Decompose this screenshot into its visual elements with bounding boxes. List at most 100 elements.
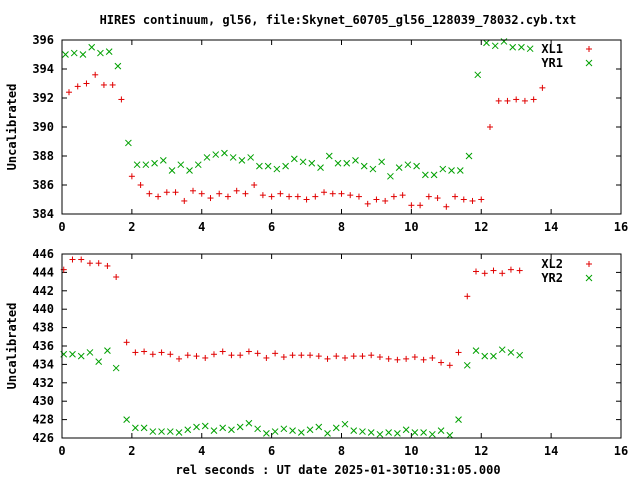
data-point-xl2	[333, 353, 340, 360]
data-point-xl1	[251, 182, 258, 188]
data-point-yr2	[245, 419, 253, 427]
top-panel-ticks: 0 2 4 6 8 10 12 14 16 384 386 388 390 392 394 396	[32, 33, 628, 234]
data-point-yr1	[221, 149, 228, 157]
data-point-xl1	[286, 193, 293, 200]
data-point-xl1	[443, 203, 450, 210]
x-tick-label: 2	[128, 444, 135, 458]
data-point-yr2	[166, 428, 174, 435]
data-point-yr1	[448, 167, 455, 174]
x-tick-label: 14	[544, 220, 558, 234]
data-point-yr2	[481, 352, 489, 360]
data-point-yr2	[394, 430, 401, 437]
data-point-xl1	[233, 187, 240, 194]
data-point-yr1	[282, 162, 289, 170]
x-tick-label: 8	[338, 444, 345, 458]
data-point-yr1	[378, 158, 386, 166]
data-point-yr2	[140, 424, 148, 432]
data-point-xl2	[341, 354, 348, 361]
data-point-yr2	[95, 358, 103, 365]
legend-label-yr1: YR1	[541, 56, 563, 70]
data-point-xl2	[123, 339, 130, 346]
data-point-xl2	[289, 352, 296, 359]
legend-symbol-yr1	[585, 59, 593, 67]
legend-symbol-xl1	[586, 46, 592, 52]
data-point-xl2	[324, 355, 331, 362]
y-tick-label: 388	[32, 149, 54, 163]
bottom-panel-ticks: 0 2 4 6 8 10 12 14 16 426 428 430 432 434 436 438 440 442…	[32, 247, 628, 458]
data-point-yr2	[306, 426, 314, 434]
data-point-xl2	[86, 260, 93, 267]
y-tick-label: 384	[32, 207, 54, 221]
y-tick-label: 390	[32, 120, 54, 134]
data-point-xl1	[495, 97, 502, 104]
data-point-xl1	[74, 83, 81, 90]
data-point-xl1	[486, 124, 493, 130]
data-point-xl1	[303, 196, 310, 203]
data-point-yr1	[395, 164, 403, 171]
data-point-xl2	[368, 352, 375, 359]
data-point-xl2	[385, 355, 392, 362]
data-point-xl2	[176, 355, 183, 362]
legend-marker-xl1	[586, 46, 592, 52]
data-point-xl2	[219, 348, 226, 355]
data-point-xl1	[434, 195, 441, 202]
data-point-xl2	[464, 293, 471, 300]
legend-label-xl2: XL2	[541, 257, 563, 271]
data-point-xl1	[478, 196, 485, 203]
data-point-yr1	[194, 161, 202, 169]
data-point-yr1	[142, 161, 150, 169]
data-point-yr1	[177, 161, 185, 169]
data-point-yr1	[151, 159, 158, 167]
data-point-yr1	[105, 48, 113, 55]
data-point-yr2	[193, 423, 200, 431]
y-tick-label: 436	[32, 339, 54, 353]
data-point-xl2	[141, 348, 148, 355]
data-point-yr2	[69, 350, 76, 358]
legend-label-yr2: YR2	[541, 271, 563, 285]
data-point-xl2	[507, 266, 514, 273]
data-point-yr2	[158, 428, 165, 435]
x-tick-label: 2	[128, 220, 135, 234]
data-point-xl1	[100, 81, 107, 88]
data-point-xl1	[347, 192, 354, 199]
data-point-yr1	[317, 164, 324, 171]
data-point-xl1	[128, 173, 135, 180]
data-point-yr2	[297, 429, 305, 436]
data-point-xl2	[228, 352, 235, 359]
data-point-xl1	[146, 190, 153, 197]
data-point-xl1	[425, 193, 432, 200]
data-point-xl2	[438, 359, 445, 366]
data-point-xl2	[473, 268, 480, 275]
data-point-xl2	[113, 274, 120, 280]
data-point-yr1	[491, 42, 499, 50]
data-point-yr2	[411, 429, 419, 436]
data-point-yr1	[97, 49, 104, 57]
data-point-yr2	[437, 427, 445, 434]
data-point-xl2	[237, 352, 244, 359]
data-point-xl2	[315, 353, 322, 360]
x-tick-label: 4	[198, 444, 205, 458]
data-point-xl1	[198, 190, 205, 197]
data-point-xl1	[224, 193, 231, 200]
data-point-xl2	[446, 362, 453, 369]
data-point-yr2	[271, 428, 279, 435]
data-point-yr2	[219, 424, 227, 432]
bottom-panel-ylabel: Uncalibrated	[5, 303, 19, 390]
data-point-yr2	[201, 422, 209, 430]
data-point-xl1	[539, 84, 546, 91]
data-point-yr2	[516, 351, 524, 359]
data-point-xl2	[78, 256, 85, 263]
data-point-yr2	[367, 429, 375, 436]
data-point-xl1	[399, 192, 406, 199]
data-point-xl2	[359, 353, 366, 360]
data-point-yr1	[238, 156, 246, 164]
top-panel-points	[62, 38, 546, 210]
data-point-xl2	[202, 354, 209, 361]
top-panel-ylabel: Uncalibrated	[5, 84, 19, 171]
y-tick-label: 442	[32, 284, 54, 298]
legend-symbol-xl2	[586, 261, 592, 267]
data-point-xl2	[149, 351, 156, 358]
data-point-yr1	[247, 154, 255, 161]
data-point-yr1	[518, 43, 525, 51]
data-point-yr2	[507, 349, 515, 356]
